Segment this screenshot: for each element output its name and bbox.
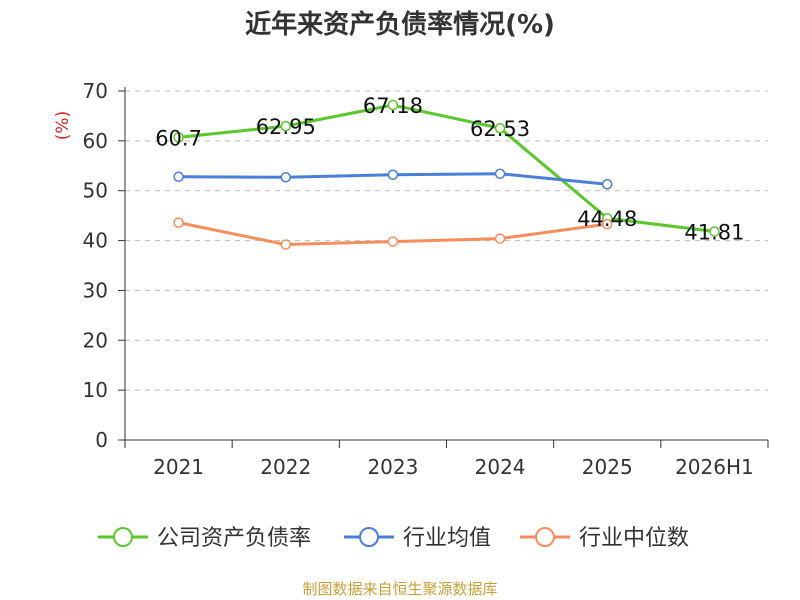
- legend: 公司资产负债率 行业均值 行业中位数: [98, 526, 689, 551]
- y-tick-label: 70: [83, 79, 108, 103]
- x-tick-label: 2022: [260, 455, 311, 479]
- legend-marker: [113, 527, 133, 547]
- y-tick-label: 60: [83, 129, 108, 153]
- y-tick-label: 40: [83, 229, 108, 253]
- data-point: [280, 239, 291, 250]
- data-label: 67.18: [363, 94, 423, 118]
- x-tick-label: 2023: [367, 455, 418, 479]
- data-point: [709, 226, 720, 237]
- legend-label: 行业均值: [403, 526, 491, 551]
- y-tick-label: 0: [95, 428, 108, 452]
- legend-marker: [535, 527, 555, 547]
- chart-title: 近年来资产负债率情况(%): [245, 10, 555, 40]
- data-label: 62.95: [256, 115, 316, 139]
- y-tick-label: 20: [83, 328, 108, 352]
- data-point: [280, 120, 291, 132]
- data-point: [173, 171, 184, 183]
- legend-label: 公司资产负债率: [157, 526, 311, 551]
- data-point: [387, 99, 399, 111]
- data-label: 62.53: [470, 117, 530, 141]
- y-tick-label: 30: [83, 278, 108, 302]
- data-point: [494, 122, 506, 134]
- data-point: [602, 218, 613, 230]
- x-tick-label: 2021: [153, 455, 204, 479]
- x-tick-label: 2024: [475, 455, 526, 479]
- data-point: [387, 236, 399, 247]
- data-label: 60.7: [155, 126, 202, 150]
- y-axis-label: (%): [53, 111, 73, 140]
- x-tick-label: 2025: [582, 455, 633, 479]
- source-note: 制图数据来自恒生聚源数据库: [302, 580, 498, 598]
- y-tick-label: 10: [83, 378, 108, 402]
- axes: 0 10 20 30 40 50 60 70 (%) 2021 2022 2023 2024 2025 20…: [53, 79, 769, 479]
- series-line: [178, 103, 715, 234]
- x-tick-label: 2026H1: [675, 455, 754, 479]
- legend-marker: [359, 527, 379, 547]
- data-point: [602, 178, 613, 190]
- data-point: [387, 169, 399, 181]
- legend-label: 行业中位数: [579, 526, 689, 551]
- data-labels: 60.7 62.95 67.18 62.53 44.48 41.81: [155, 94, 744, 244]
- series-lines: [173, 99, 720, 250]
- data-label: 44.48: [577, 207, 637, 231]
- data-point: [173, 132, 184, 143]
- y-tick-label: 50: [83, 179, 108, 203]
- data-point: [494, 233, 506, 244]
- data-label: 41.81: [684, 221, 744, 245]
- data-point: [173, 217, 184, 228]
- data-point: [280, 172, 291, 183]
- data-point: [494, 168, 506, 180]
